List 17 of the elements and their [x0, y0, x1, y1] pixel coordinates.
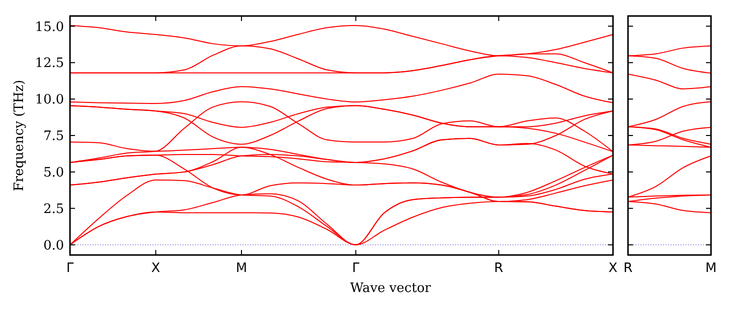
- y-tick-label: 5.0: [43, 165, 64, 180]
- x-tick-label: Γ: [352, 261, 360, 276]
- y-tick-label: 0.0: [43, 238, 64, 254]
- y-tick-label: 2.5: [43, 202, 64, 217]
- y-tick-label: 15.0: [35, 20, 64, 35]
- y-axis-title: Frequency (THz): [12, 80, 27, 192]
- x-tick-label: Γ: [66, 261, 74, 276]
- y-tick-label: 10.0: [35, 92, 64, 108]
- x-tick-label: X: [608, 261, 618, 276]
- x-tick-label: R: [494, 261, 504, 276]
- x-tick-label: M: [236, 261, 248, 276]
- x-axis-title: Wave vector: [350, 281, 432, 296]
- x-tick-label: R: [623, 261, 633, 276]
- x-tick-label: M: [705, 261, 717, 276]
- x-tick-label: X: [151, 261, 160, 276]
- y-tick-label: 7.5: [43, 129, 64, 144]
- y-tick-label: 12.5: [35, 56, 64, 72]
